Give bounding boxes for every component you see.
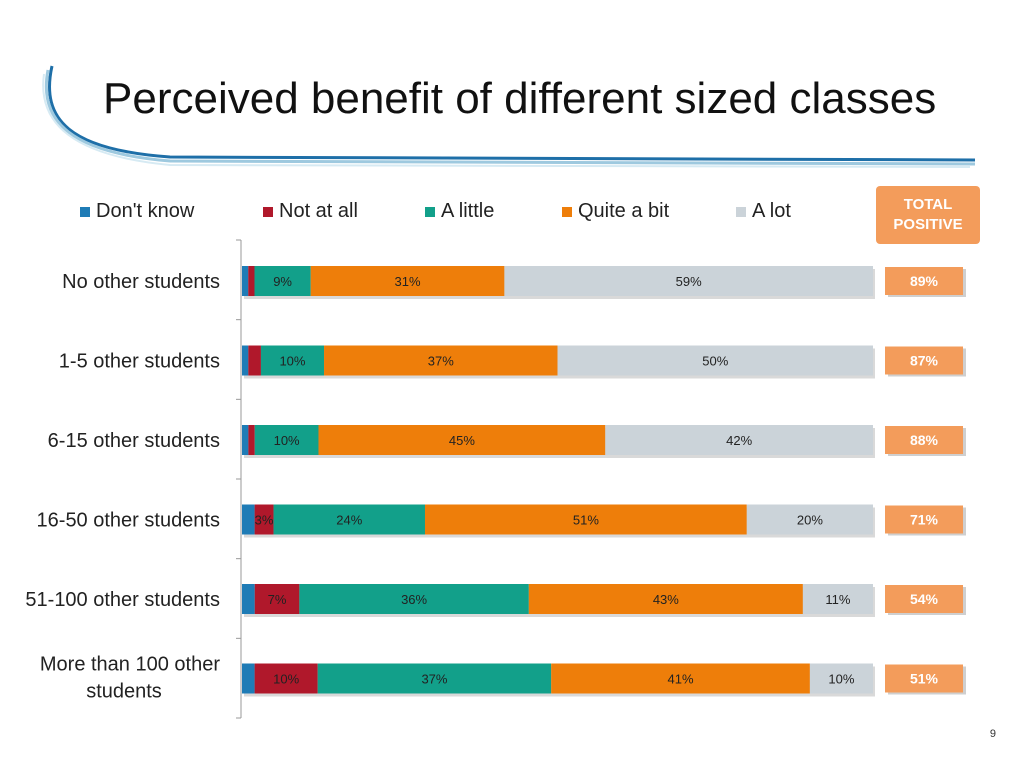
legend-label-dont-know: Don't know (96, 200, 195, 222)
total-positive-badge (885, 585, 963, 613)
data-label-a-lot: 42% (726, 433, 752, 448)
data-label-a-little: 9% (273, 274, 292, 289)
legend-item-a-lot: A lot (736, 200, 791, 223)
category-label-no-other-students: No other students (62, 271, 220, 293)
data-label-not-at-all: 10% (273, 672, 299, 687)
legend-swatch-quite-a-bit (562, 206, 572, 217)
total-positive-badge (885, 267, 963, 295)
bar-segment-a-little (254, 425, 319, 455)
data-label-not-at-all: 7% (268, 592, 287, 607)
data-label-a-lot: 11% (825, 592, 850, 607)
bar-segment-a-lot (809, 663, 873, 694)
bar-segment-a-lot (802, 584, 873, 614)
bar-segment-not-at-all (254, 584, 300, 614)
data-label-quite-a-bit: 51% (573, 513, 599, 528)
legend-item-quite-a-bit: Quite a bit (562, 200, 669, 223)
bar-segment-a-lot (557, 345, 873, 376)
legend-label-not-at-all: Not at all (279, 200, 358, 222)
legend-item-dont-know: Don't know (80, 200, 194, 223)
category-label-51-100-other-students: 51-100 other students (25, 589, 220, 611)
data-label-quite-a-bit: 31% (395, 274, 421, 289)
total-positive-value: 71% (910, 512, 939, 528)
category-label-16-50-other-students: 16-50 other students (37, 510, 220, 532)
legend-label-quite-a-bit: Quite a bit (578, 200, 670, 222)
total-positive-value: 87% (910, 353, 939, 369)
data-label-a-little: 37% (421, 672, 447, 687)
legend-item-not-at-all: Not at all (263, 200, 358, 223)
bar-segment-quite-a-bit (318, 425, 606, 455)
total-positive-header: TOTAL POSITIVE (876, 186, 980, 244)
total-header-line1: TOTAL (903, 196, 953, 213)
bar-segment-a-little (260, 345, 325, 376)
bar-segment-don-t-know (242, 663, 255, 694)
bar-segment-don-t-know (242, 504, 255, 535)
legend-label-a-little: A little (441, 200, 495, 222)
bar-segment-quite-a-bit (324, 345, 558, 376)
total-positive-badge (885, 346, 963, 375)
total-positive-value: 89% (910, 273, 939, 289)
data-label-a-lot: 10% (828, 672, 854, 687)
category-label-6-15-other-students: 6-15 other students (48, 430, 220, 452)
total-positive-value: 54% (910, 591, 939, 607)
bar-segment-don-t-know (242, 266, 249, 296)
page-number: 9 (989, 728, 996, 740)
legend-item-a-little: A little (425, 200, 494, 223)
bar-segment-quite-a-bit (551, 663, 810, 694)
bar-segment-don-t-know (242, 345, 249, 376)
data-label-a-little: 10% (274, 433, 300, 448)
bar-segment-a-little (273, 504, 425, 535)
legend-swatch-a-little (425, 206, 435, 217)
data-label-a-little: 24% (336, 513, 362, 528)
bar-segment-a-little (254, 266, 311, 296)
data-label-a-little: 10% (279, 354, 305, 369)
bar-segment-a-little (299, 584, 529, 614)
total-positive-badge (885, 505, 963, 534)
data-label-quite-a-bit: 43% (653, 592, 679, 607)
bar-segment-a-lot (746, 504, 873, 535)
data-label-quite-a-bit: 41% (668, 672, 694, 687)
category-label-1-5-other-students: 1-5 other students (59, 351, 220, 373)
total-positive-badge (885, 426, 963, 454)
bar-segment-a-little (317, 663, 552, 694)
bar-segment-quite-a-bit (310, 266, 505, 296)
total-positive-value: 51% (910, 671, 939, 687)
bar-segment-not-at-all (248, 345, 261, 376)
legend-swatch-dont-know (80, 206, 90, 217)
data-label-a-little: 36% (401, 592, 427, 607)
bar-segment-don-t-know (242, 425, 249, 455)
bar-segment-a-lot (605, 425, 873, 455)
legend-label-a-lot: A lot (752, 200, 791, 222)
legend-swatch-not-at-all (263, 206, 273, 217)
bar-segment-not-at-all (254, 663, 318, 694)
total-positive-badge (885, 664, 963, 693)
bar-segment-not-at-all (254, 504, 274, 535)
total-header-line2: POSITIVE (893, 216, 963, 233)
category-label-more-than-100-other-students: More than 100 other students (40, 654, 220, 703)
data-label-a-lot: 59% (676, 274, 702, 289)
bar-segment-quite-a-bit (528, 584, 803, 614)
bar-segment-not-at-all (248, 266, 255, 296)
bar-segment-a-lot (504, 266, 873, 296)
bar-segment-not-at-all (248, 425, 255, 455)
bar-segment-quite-a-bit (424, 504, 747, 535)
data-label-not-at-all: 3% (255, 513, 274, 528)
total-positive-value: 88% (910, 432, 939, 448)
data-label-a-lot: 50% (702, 354, 728, 369)
data-label-quite-a-bit: 37% (428, 354, 454, 369)
bar-segment-don-t-know (242, 584, 255, 614)
legend-swatch-a-lot (736, 206, 746, 217)
data-label-quite-a-bit: 45% (449, 433, 475, 448)
data-label-a-lot: 20% (797, 513, 823, 528)
page-title: Perceived benefit of different sized cla… (103, 74, 937, 123)
